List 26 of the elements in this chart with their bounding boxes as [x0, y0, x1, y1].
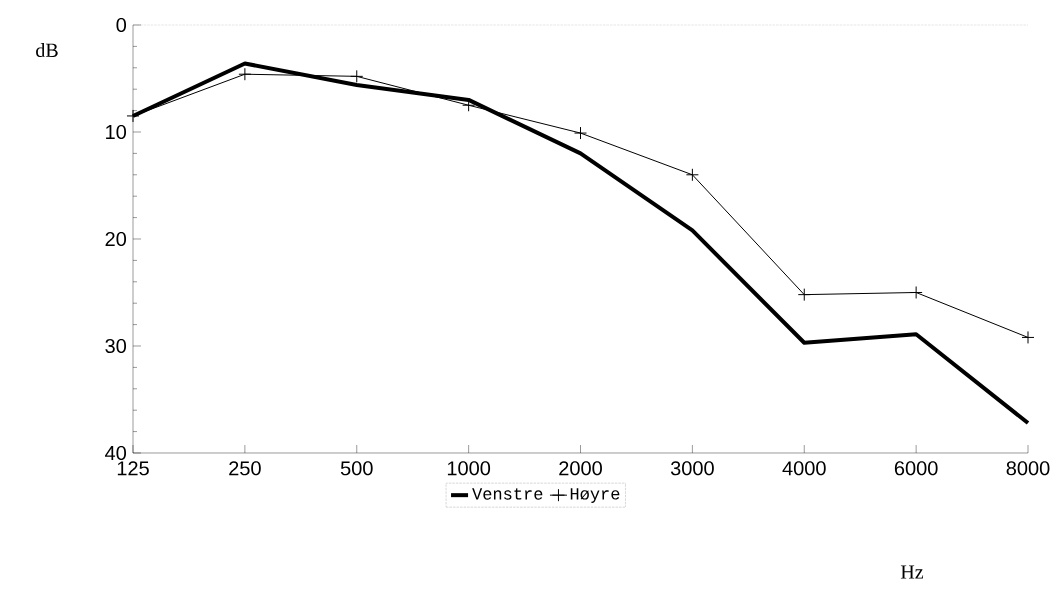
legend-label: Høyre	[570, 488, 620, 503]
x-tick-label: 6000	[894, 461, 938, 476]
x-tick-label: 3000	[670, 461, 714, 476]
x-tick-label: 4000	[782, 461, 826, 476]
x-tick-label: 2000	[559, 461, 602, 476]
point	[574, 126, 587, 140]
point	[238, 67, 252, 81]
point	[909, 285, 923, 299]
x-axis-title: Hz	[900, 565, 924, 579]
x-tick-label: 8000	[1006, 461, 1050, 476]
y-tick-label: 40	[105, 445, 127, 461]
y-tick-label: 10	[106, 124, 127, 140]
point	[1021, 330, 1035, 344]
x-tick-label: 1000	[447, 461, 491, 476]
point	[797, 288, 811, 302]
point	[126, 109, 140, 123]
x-tick-label: 250	[229, 461, 261, 476]
x-tick-label: 500	[340, 461, 373, 476]
x-tick-label: 125	[117, 461, 149, 476]
y-axis-title: dB	[36, 42, 58, 58]
y-tick-label: 30	[105, 338, 127, 354]
point	[685, 168, 699, 182]
y-tick-label: 20	[105, 231, 127, 247]
y-tick-label: 0	[116, 17, 127, 33]
legend-label: Venstre	[472, 488, 543, 500]
point	[350, 69, 364, 83]
